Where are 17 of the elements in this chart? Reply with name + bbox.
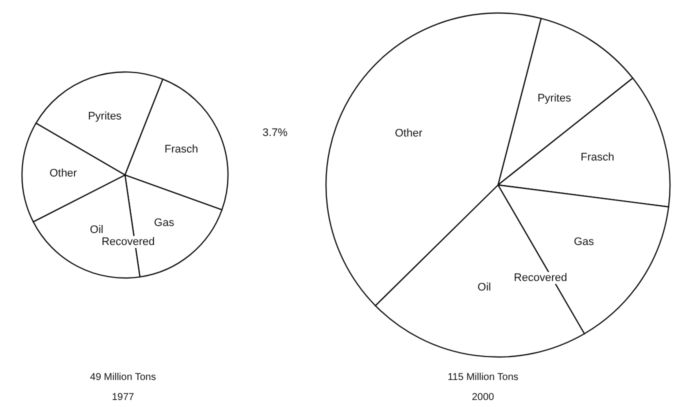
text: 2000 [470,392,496,403]
slice-label: Pyrites [88,110,122,123]
text: Recovered [100,236,156,248]
slice-label: Other [49,167,78,180]
text: 49 Million Tons [89,372,157,383]
slice-label: Oil [478,281,491,294]
slice-label: Frasch [580,151,614,164]
text: Recovered [512,272,568,284]
text: 1977 [110,392,136,403]
slice-label: Gas [154,216,175,229]
slice-label: Oil [90,224,104,236]
slice-label: Gas [574,236,595,248]
text: 3.7% [261,127,289,139]
slice-label: Pyrites [537,92,572,104]
text: 115 Million Tons [446,372,520,383]
slice-label: Other [394,127,423,140]
slice-label: Frasch [164,144,198,156]
